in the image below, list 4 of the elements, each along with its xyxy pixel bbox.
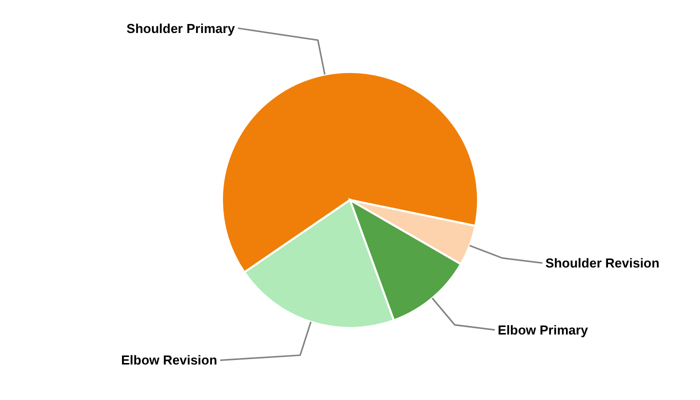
slice-label: Shoulder Revision <box>545 256 660 271</box>
slice-label: Elbow Revision <box>121 352 218 368</box>
slice-label: Shoulder Primary <box>126 20 236 36</box>
slice-label: Elbow Primary <box>498 322 589 338</box>
